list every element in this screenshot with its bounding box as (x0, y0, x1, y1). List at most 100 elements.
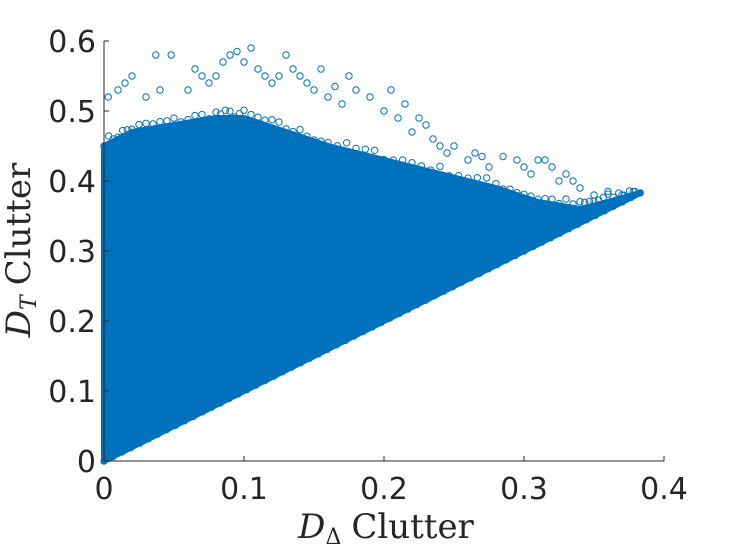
y-tick-label: 0.6 (48, 25, 96, 60)
boundary-point (636, 189, 644, 197)
boundary-point (180, 417, 189, 425)
envelope-point (555, 199, 563, 208)
y-tick-label: 0.2 (48, 305, 96, 340)
envelope-point (580, 198, 589, 207)
outlier-point (366, 93, 374, 101)
y-tick-label: 0.5 (48, 95, 96, 130)
outlier-point (338, 100, 346, 108)
envelope-point (282, 125, 290, 133)
x-axis-symbol: D (297, 507, 325, 547)
x-tick-label: 0.4 (640, 472, 688, 507)
envelope-point (482, 174, 491, 182)
envelope-point (464, 174, 472, 182)
boundary-point (270, 372, 278, 380)
envelope-point (389, 156, 398, 164)
envelope-point (317, 137, 325, 145)
outlier-point (485, 163, 493, 171)
x-tick-label: 0.3 (500, 472, 548, 507)
envelope-point (609, 193, 618, 201)
boundary-point (332, 341, 341, 349)
outlier-point (629, 187, 637, 196)
boundary-point (475, 269, 484, 278)
envelope-point (275, 118, 283, 126)
envelope-point (499, 185, 507, 193)
x-axis-subscript: Δ (325, 525, 341, 550)
boundary-point (502, 256, 510, 264)
envelope-point (513, 188, 521, 197)
x-axis-ticks: 0 0.1 0.2 0.3 0.4 (94, 456, 688, 507)
outlier-point (618, 191, 626, 199)
envelope-point (398, 156, 407, 164)
boundary-point (511, 251, 519, 260)
outlier-point (534, 156, 542, 164)
boundary-point (261, 376, 269, 385)
boundary-point (439, 287, 448, 295)
outlier-point (156, 86, 164, 94)
envelope-point (191, 111, 199, 120)
outlier-point (282, 51, 290, 59)
boundary-point (591, 211, 600, 219)
boundary-point (127, 443, 135, 452)
envelope-point (118, 126, 127, 135)
outlier-point (184, 86, 192, 94)
envelope-point (109, 135, 118, 143)
outlier-point (104, 93, 112, 101)
envelope-point (324, 138, 332, 147)
outlier-point (443, 149, 451, 157)
envelope-point (426, 166, 435, 174)
outlier-point (478, 152, 486, 161)
y-axis-label-text: Clutter (0, 162, 39, 285)
envelope-point (123, 126, 132, 134)
outlier-point (254, 65, 262, 73)
y-tick-label: 0.3 (48, 235, 96, 270)
outlier-point (408, 128, 416, 136)
boundary-point (314, 350, 323, 358)
envelope-point (492, 179, 500, 188)
outlier-point (590, 191, 598, 199)
boundary-point (341, 336, 349, 345)
boundary-point (377, 318, 385, 327)
outlier-point (205, 79, 213, 87)
envelope-point (333, 142, 342, 150)
envelope-point (604, 190, 612, 198)
y-tick-label: 0.1 (48, 375, 96, 410)
envelope-point (268, 115, 276, 124)
outlier-point (520, 163, 528, 171)
envelope-point (135, 120, 143, 129)
outlier-point (576, 184, 584, 192)
envelope-point (625, 187, 634, 195)
envelope-point (445, 172, 454, 180)
envelope-point (261, 116, 269, 124)
outlier-point (324, 93, 332, 101)
envelope-point (184, 115, 192, 124)
outlier-point (422, 121, 430, 129)
boundary-point (413, 300, 421, 309)
envelope-point (380, 155, 388, 164)
envelope-point (585, 197, 594, 206)
outlier-point (317, 65, 325, 73)
scatter-points (100, 44, 644, 465)
y-axis-title: DT Clutter (0, 162, 42, 338)
outlier-point (289, 65, 297, 73)
outlier-point (394, 114, 402, 122)
boundary-point (323, 345, 332, 353)
envelope-point (310, 136, 318, 144)
boundary-point (520, 247, 528, 255)
outlier-point (352, 86, 360, 94)
envelope-point (303, 132, 311, 140)
envelope-point (163, 117, 171, 125)
envelope-point (534, 195, 542, 203)
boundary-point (573, 220, 582, 228)
outlier-point (436, 142, 444, 150)
outlier-point (198, 72, 206, 80)
outlier-point (310, 86, 318, 94)
boundary-point (243, 385, 251, 394)
boundary-point (350, 332, 358, 340)
envelope-point (541, 195, 549, 203)
outlier-point (296, 72, 304, 80)
envelope-point (342, 139, 351, 147)
envelope-point (226, 107, 234, 115)
boundary-point (287, 363, 296, 371)
y-tick-label: 0 (77, 445, 96, 480)
